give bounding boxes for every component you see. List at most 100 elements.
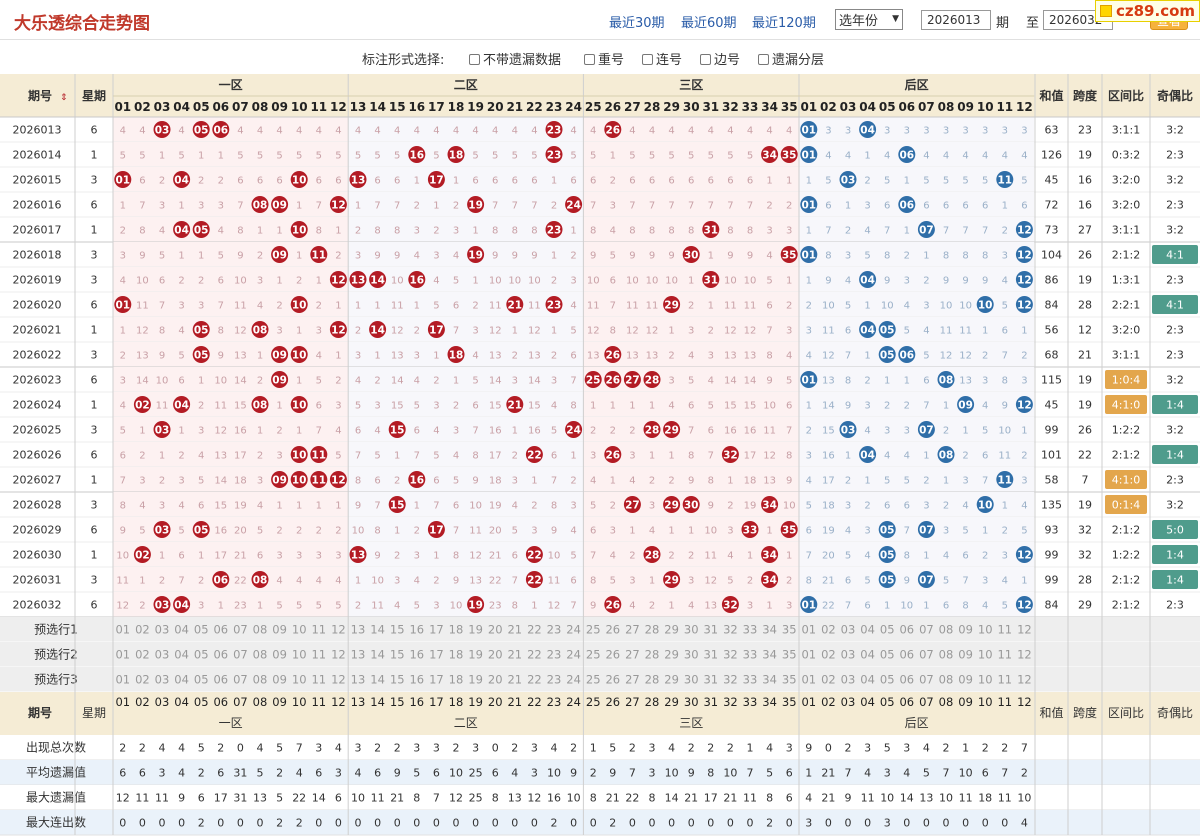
preselect-back-number[interactable]: 11 [997, 648, 1012, 662]
preselect-front-number[interactable]: 26 [605, 648, 620, 662]
front-ball[interactable] [467, 196, 485, 213]
preselect-front-number[interactable]: 30 [684, 623, 699, 637]
preselect-front-number[interactable]: 15 [390, 673, 405, 687]
back-ball[interactable] [1015, 396, 1033, 413]
preselect-front-number[interactable]: 33 [743, 673, 758, 687]
front-ball[interactable] [133, 546, 151, 563]
checkbox-icon[interactable] [642, 54, 653, 65]
front-ball[interactable] [349, 171, 367, 188]
front-ball[interactable] [173, 221, 191, 238]
preselect-back-number[interactable]: 03 [841, 623, 856, 637]
preselect-front-number[interactable]: 28 [645, 673, 660, 687]
front-ball[interactable] [467, 596, 485, 613]
preselect-front-number[interactable]: 31 [703, 648, 718, 662]
back-ball[interactable] [917, 421, 935, 438]
front-ball[interactable] [192, 521, 210, 538]
front-ball[interactable] [290, 396, 308, 413]
preselect-front-number[interactable]: 30 [684, 673, 699, 687]
front-ball[interactable] [271, 196, 289, 213]
preselect-front-number[interactable]: 24 [566, 673, 581, 687]
preselect-front-number[interactable]: 13 [351, 623, 366, 637]
preselect-back-number[interactable]: 04 [860, 623, 875, 637]
preselect-front-number[interactable]: 23 [547, 648, 562, 662]
back-ball[interactable] [1015, 596, 1033, 613]
back-ball[interactable] [1015, 271, 1033, 288]
front-ball[interactable] [525, 571, 543, 588]
preselect-back-number[interactable]: 11 [997, 673, 1012, 687]
preselect-front-number[interactable]: 08 [253, 673, 268, 687]
preselect-front-number[interactable]: 34 [762, 623, 777, 637]
front-ball[interactable] [604, 596, 622, 613]
back-ball[interactable] [898, 346, 916, 363]
preselect-front-number[interactable]: 27 [625, 673, 640, 687]
preselect-front-number[interactable]: 22 [527, 673, 542, 687]
back-ball[interactable] [878, 346, 896, 363]
front-ball[interactable] [310, 446, 328, 463]
preselect-front-number[interactable]: 18 [449, 673, 464, 687]
preselect-front-number[interactable]: 07 [233, 648, 248, 662]
preselect-front-number[interactable]: 10 [292, 648, 307, 662]
checkbox-icon[interactable] [469, 54, 480, 65]
back-ball[interactable] [859, 321, 877, 338]
preselect-back-number[interactable]: 06 [899, 623, 914, 637]
preselect-front-number[interactable]: 06 [213, 648, 228, 662]
col-issue-header[interactable]: 期号 [28, 88, 52, 103]
sort-icon[interactable]: ⇕ [60, 93, 68, 103]
preselect-front-number[interactable]: 17 [429, 673, 444, 687]
preselect-front-number[interactable]: 04 [174, 673, 189, 687]
front-ball[interactable] [271, 371, 289, 388]
front-ball[interactable] [604, 121, 622, 138]
recent-120-link[interactable]: 最近120期 [752, 16, 816, 31]
preselect-back-number[interactable]: 08 [939, 623, 954, 637]
back-ball[interactable] [1015, 246, 1033, 263]
checkbox-icon[interactable] [700, 54, 711, 65]
front-ball[interactable] [467, 246, 485, 263]
front-ball[interactable] [780, 246, 798, 263]
preselect-front-number[interactable]: 26 [605, 623, 620, 637]
preselect-back-number[interactable]: 05 [880, 648, 895, 662]
front-ball[interactable] [427, 171, 445, 188]
front-ball[interactable] [114, 171, 132, 188]
preselect-front-number[interactable]: 10 [292, 673, 307, 687]
front-ball[interactable] [271, 246, 289, 263]
preselect-front-number[interactable]: 11 [311, 673, 326, 687]
back-ball[interactable] [878, 321, 896, 338]
preselect-front-number[interactable]: 06 [213, 623, 228, 637]
front-ball[interactable] [741, 521, 759, 538]
front-ball[interactable] [721, 446, 739, 463]
preselect-front-number[interactable]: 14 [370, 623, 385, 637]
preselect-front-number[interactable]: 25 [586, 673, 601, 687]
preselect-front-number[interactable]: 23 [547, 673, 562, 687]
preselect-front-number[interactable]: 27 [625, 623, 640, 637]
preselect-back-number[interactable]: 05 [880, 623, 895, 637]
preselect-back-number[interactable]: 02 [821, 648, 836, 662]
back-ball[interactable] [917, 571, 935, 588]
front-ball[interactable] [702, 271, 720, 288]
opt-layer[interactable]: 遗漏分层 [758, 49, 824, 68]
year-select[interactable]: 选年份 ▼ [835, 9, 903, 30]
preselect-front-number[interactable]: 29 [664, 648, 679, 662]
opt-edge[interactable]: 边号 [700, 49, 740, 68]
preselect-front-number[interactable]: 32 [723, 673, 738, 687]
front-ball[interactable] [329, 271, 347, 288]
preselect-front-number[interactable]: 20 [488, 623, 503, 637]
preselect-front-number[interactable]: 13 [351, 673, 366, 687]
preselect-back-number[interactable]: 02 [821, 623, 836, 637]
preselect-front-number[interactable]: 17 [429, 648, 444, 662]
front-ball[interactable] [780, 146, 798, 163]
back-ball[interactable] [1015, 296, 1033, 313]
preselect-front-number[interactable]: 15 [390, 623, 405, 637]
preselect-front-number[interactable]: 18 [449, 648, 464, 662]
preselect-front-number[interactable]: 28 [645, 623, 660, 637]
preselect-back-number[interactable]: 03 [841, 648, 856, 662]
preselect-front-number[interactable]: 12 [331, 623, 346, 637]
preselect-front-number[interactable]: 02 [135, 648, 150, 662]
from-issue-input[interactable] [921, 10, 991, 30]
front-ball[interactable] [153, 121, 171, 138]
front-ball[interactable] [329, 321, 347, 338]
back-ball[interactable] [996, 171, 1014, 188]
preselect-front-number[interactable]: 26 [605, 673, 620, 687]
front-ball[interactable] [643, 371, 661, 388]
front-ball[interactable] [545, 221, 563, 238]
preselect-front-number[interactable]: 07 [233, 623, 248, 637]
